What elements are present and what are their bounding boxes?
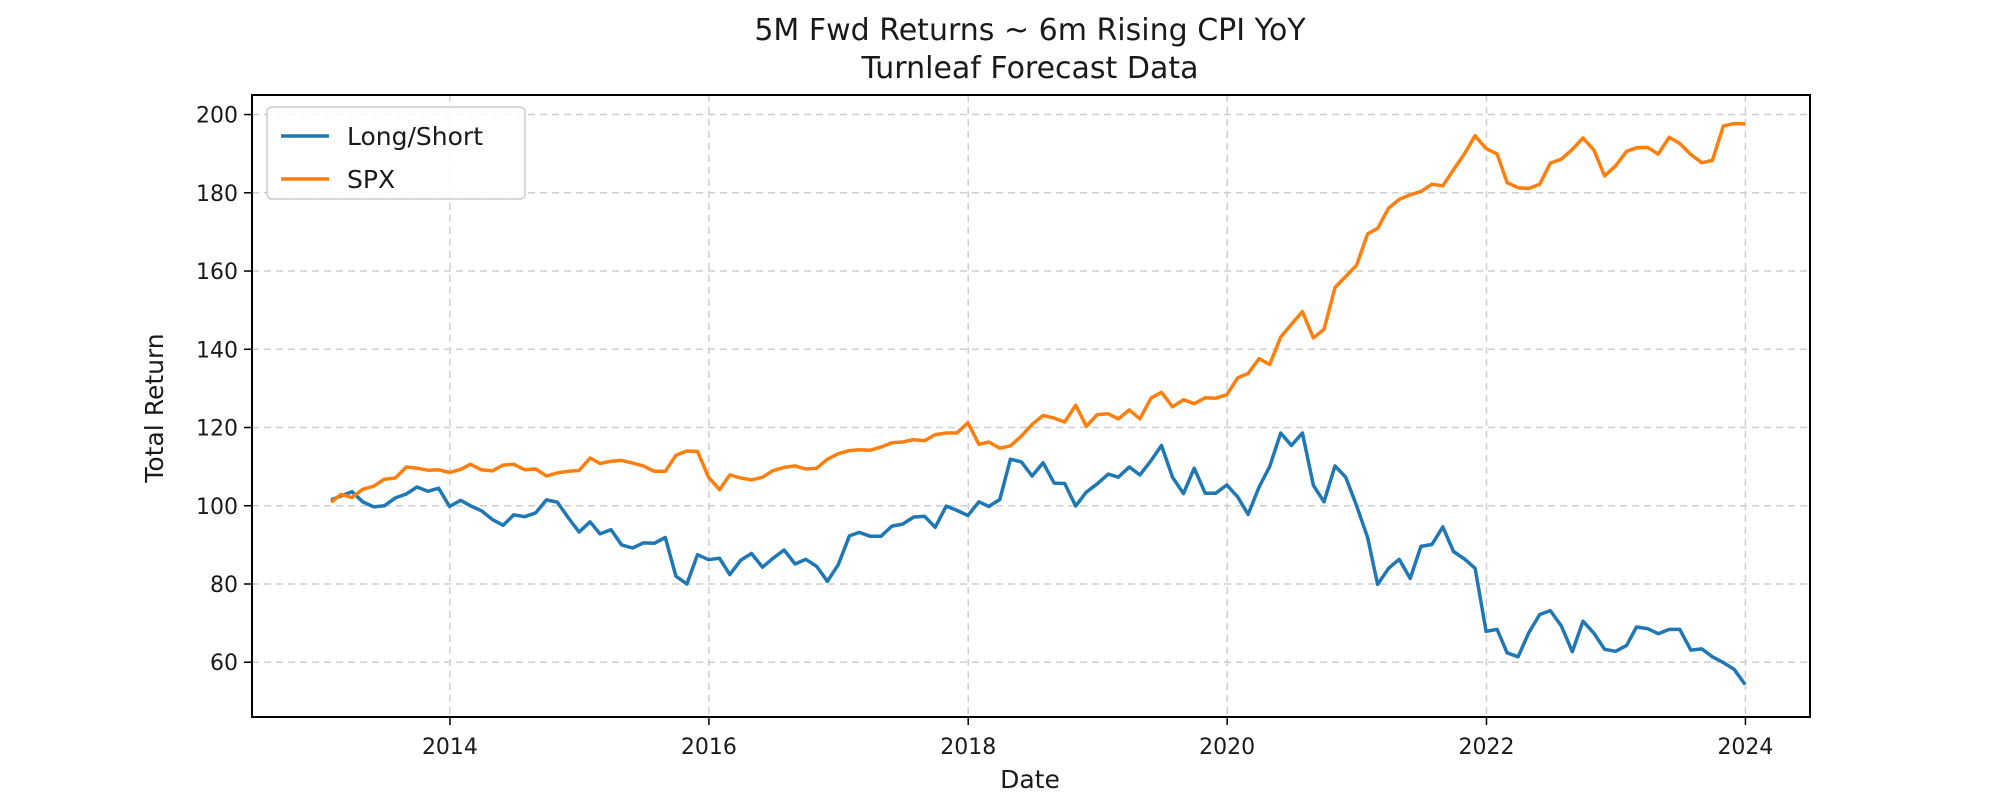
y-tick-label: 160 xyxy=(196,260,238,285)
legend-label: Long/Short xyxy=(347,122,483,151)
series-lines xyxy=(330,121,1747,686)
y-tick-label: 60 xyxy=(210,651,238,676)
y-tick-label: 80 xyxy=(210,573,238,598)
x-tick-label: 2020 xyxy=(1199,735,1255,760)
series-line-spx xyxy=(330,121,1746,504)
chart-subtitle: Turnleaf Forecast Data xyxy=(861,51,1199,86)
chart-title: 5M Fwd Returns ~ 6m Rising CPI YoY xyxy=(754,13,1306,48)
x-tick-label: 2018 xyxy=(940,735,996,760)
y-tick-label: 120 xyxy=(196,417,238,442)
plot-area-frame xyxy=(251,94,1811,718)
x-tick-label: 2016 xyxy=(681,735,737,760)
y-axis-label: Total Return xyxy=(140,333,169,483)
x-axis-label: Date xyxy=(1000,765,1060,794)
grid-lines xyxy=(252,95,1810,717)
chart-legend: Long/Short SPX xyxy=(266,106,526,200)
series-line-long-short xyxy=(330,431,1747,686)
y-tick-label: 180 xyxy=(196,182,238,207)
y-tick-label: 200 xyxy=(196,104,238,129)
axis-ticks: 2014 2016 2018 2020 2022 2024 60 80 100 120 140 160… xyxy=(196,104,1773,760)
x-tick-label: 2014 xyxy=(422,735,478,760)
y-tick-label: 140 xyxy=(196,338,238,363)
y-tick-label: 100 xyxy=(196,495,238,520)
x-tick-label: 2022 xyxy=(1458,735,1514,760)
legend-label: SPX xyxy=(347,165,395,194)
legend-box xyxy=(266,106,526,200)
x-tick-label: 2024 xyxy=(1717,735,1773,760)
